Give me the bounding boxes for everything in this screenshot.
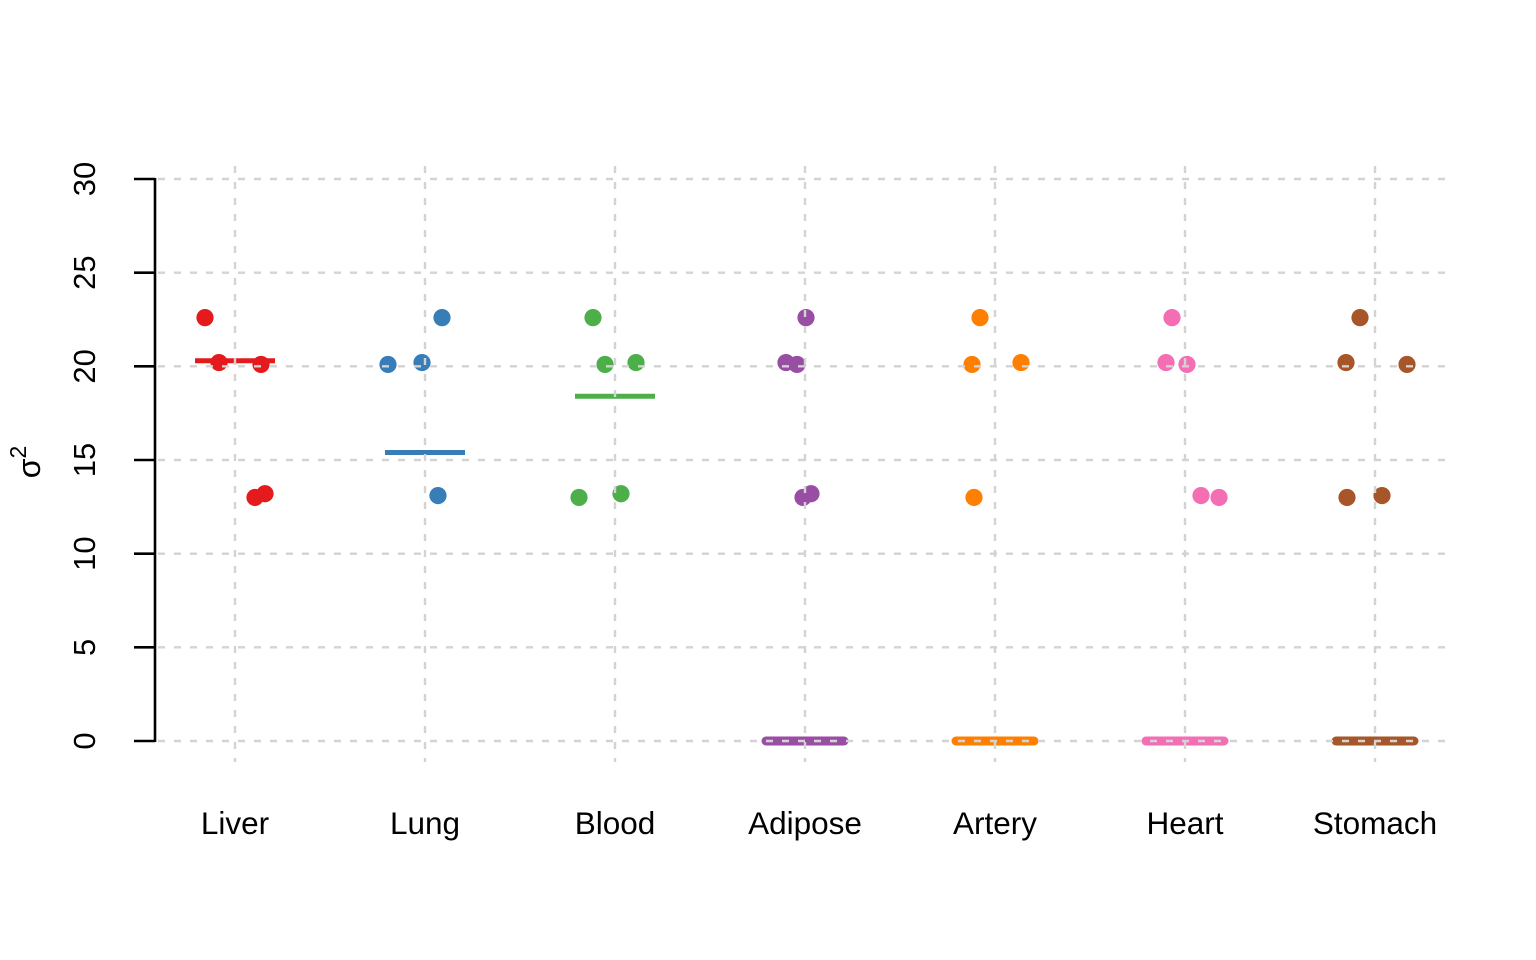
data-point	[963, 355, 981, 374]
data-point	[612, 485, 630, 503]
data-point	[252, 355, 270, 374]
data-point	[1157, 353, 1175, 372]
data-point	[1178, 355, 1196, 374]
category-label: Heart	[1146, 805, 1223, 841]
data-point	[1012, 353, 1030, 372]
y-tick-label: 10	[67, 536, 102, 570]
data-point	[413, 353, 431, 372]
data-point	[570, 488, 588, 507]
data-point	[596, 355, 614, 374]
category-label: Stomach	[1313, 805, 1437, 841]
category-label: Liver	[201, 805, 269, 841]
data-point	[210, 353, 228, 372]
data-point	[429, 486, 447, 505]
y-tick-label: 30	[67, 162, 102, 196]
series-stomach	[1331, 309, 1419, 746]
gridlines	[158, 166, 1452, 762]
series-lung	[379, 309, 465, 505]
data-point	[1398, 355, 1416, 374]
y-tick-label: 5	[67, 639, 102, 656]
data-point	[1163, 309, 1181, 327]
data-point	[788, 355, 806, 374]
data-point	[584, 309, 602, 327]
data-point	[802, 485, 820, 503]
category-label: Lung	[390, 805, 460, 841]
data-point	[379, 355, 397, 374]
data-point	[433, 309, 451, 327]
series-blood	[570, 309, 655, 507]
data-point	[965, 488, 983, 507]
data-point	[1338, 488, 1356, 507]
y-axis-title: σ2	[5, 446, 47, 479]
series-adipose	[761, 309, 849, 746]
data-point	[1373, 486, 1391, 505]
data-point	[256, 485, 274, 503]
data-point	[627, 353, 645, 372]
y-axis-title-exponent: 2	[5, 446, 31, 459]
y-axis: 0 5 10 15 20 25 30 σ2	[5, 162, 157, 750]
x-axis-labels: Liver Lung Blood Adipose Artery Heart Stomach	[201, 805, 1437, 841]
data-point	[1337, 353, 1355, 372]
data-point	[196, 309, 214, 327]
category-label: Artery	[953, 805, 1037, 841]
y-tick-label: 25	[67, 255, 102, 289]
data-point	[1192, 486, 1210, 505]
data-point	[1210, 488, 1228, 507]
category-label: Blood	[575, 805, 656, 841]
y-tick-label: 15	[67, 443, 102, 477]
data-point	[797, 309, 815, 327]
data-point	[971, 309, 989, 327]
category-label: Adipose	[748, 805, 862, 841]
y-tick-label: 20	[67, 349, 102, 383]
series-heart	[1141, 309, 1229, 746]
data-point	[1351, 309, 1369, 327]
series-artery	[951, 309, 1039, 746]
y-axis-title-base: σ	[11, 458, 47, 478]
y-tick-label: 0	[67, 732, 102, 749]
